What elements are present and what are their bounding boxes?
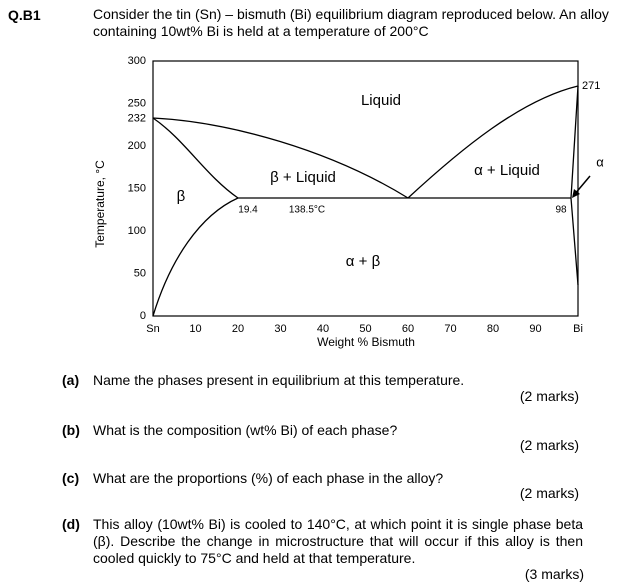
region-label: α	[596, 154, 604, 169]
question-text: This alloy (10wt% Bi) is cooled to 140°C…	[93, 516, 583, 566]
question-number: Q.B1	[8, 7, 41, 23]
y-tick-label: 150	[128, 182, 146, 194]
phase-diagram: Liquid β + Liquid α + Liquid β α α + β 1…	[93, 55, 604, 349]
x-tick-label: 60	[402, 323, 414, 335]
x-tick-label: 90	[529, 323, 541, 335]
x-tick-label: Sn	[146, 323, 159, 335]
x-tick-label: 10	[189, 323, 201, 335]
ticks: 0 50 100 150 200 232 250 300 Sn 10 20 30 40 50 60 70 80 9…	[128, 55, 583, 335]
y-tick-label: 100	[128, 225, 146, 237]
annotation: 98	[555, 205, 567, 216]
region-label: Liquid	[361, 92, 401, 109]
solidus-alpha	[570, 85, 579, 286]
y-tick-label: 50	[134, 267, 146, 279]
question-label: (d)	[62, 516, 80, 532]
plot-frame	[152, 60, 579, 317]
y-tick-label: 250	[128, 97, 146, 109]
x-tick-label: 80	[487, 323, 499, 335]
y-axis-label: Temperature, °C	[93, 160, 107, 248]
y-tick-label: 0	[140, 310, 146, 322]
region-label: β	[177, 188, 186, 205]
x-tick-label: 20	[232, 323, 244, 335]
region-label: β + Liquid	[270, 169, 336, 186]
marks: (2 marks)	[519, 388, 579, 404]
x-tick-label: 40	[317, 323, 329, 335]
question-label: (c)	[62, 470, 80, 486]
solidus-beta	[152, 117, 239, 199]
x-tick-label: Bi	[573, 323, 583, 335]
question-text: What is the composition (wt% Bi) of each…	[93, 422, 398, 438]
x-axis-label: Weight % Bismuth	[317, 335, 415, 349]
arrow-head	[572, 189, 580, 198]
x-tick-label: 50	[359, 323, 371, 335]
x-tick-label: 70	[444, 323, 456, 335]
annotation: 138.5°C	[289, 205, 325, 216]
solvus-beta	[152, 197, 239, 317]
y-tick-label: 232	[128, 113, 146, 125]
question-label: (b)	[62, 422, 80, 438]
annotation: 19.4	[238, 205, 258, 216]
marks: (2 marks)	[519, 485, 579, 501]
region-label: α + β	[346, 253, 381, 270]
liquidus-left	[152, 117, 409, 199]
x-tick-label: 30	[274, 323, 286, 335]
intro: Consider the tin (Sn) – bismuth (Bi) equ…	[93, 6, 609, 39]
region-label: α + Liquid	[474, 162, 540, 179]
question-text: Name the phases present in equilibrium a…	[93, 372, 465, 388]
y-tick-label: 200	[128, 140, 146, 152]
question-label: (a)	[62, 372, 80, 388]
y-tick-label: 300	[128, 55, 146, 67]
marks: (2 marks)	[519, 437, 579, 453]
annotation: 271	[582, 80, 600, 92]
question-text: What are the proportions (%) of each pha…	[93, 470, 444, 486]
liquidus-right	[407, 85, 579, 199]
marks: (3 marks)	[524, 566, 584, 582]
